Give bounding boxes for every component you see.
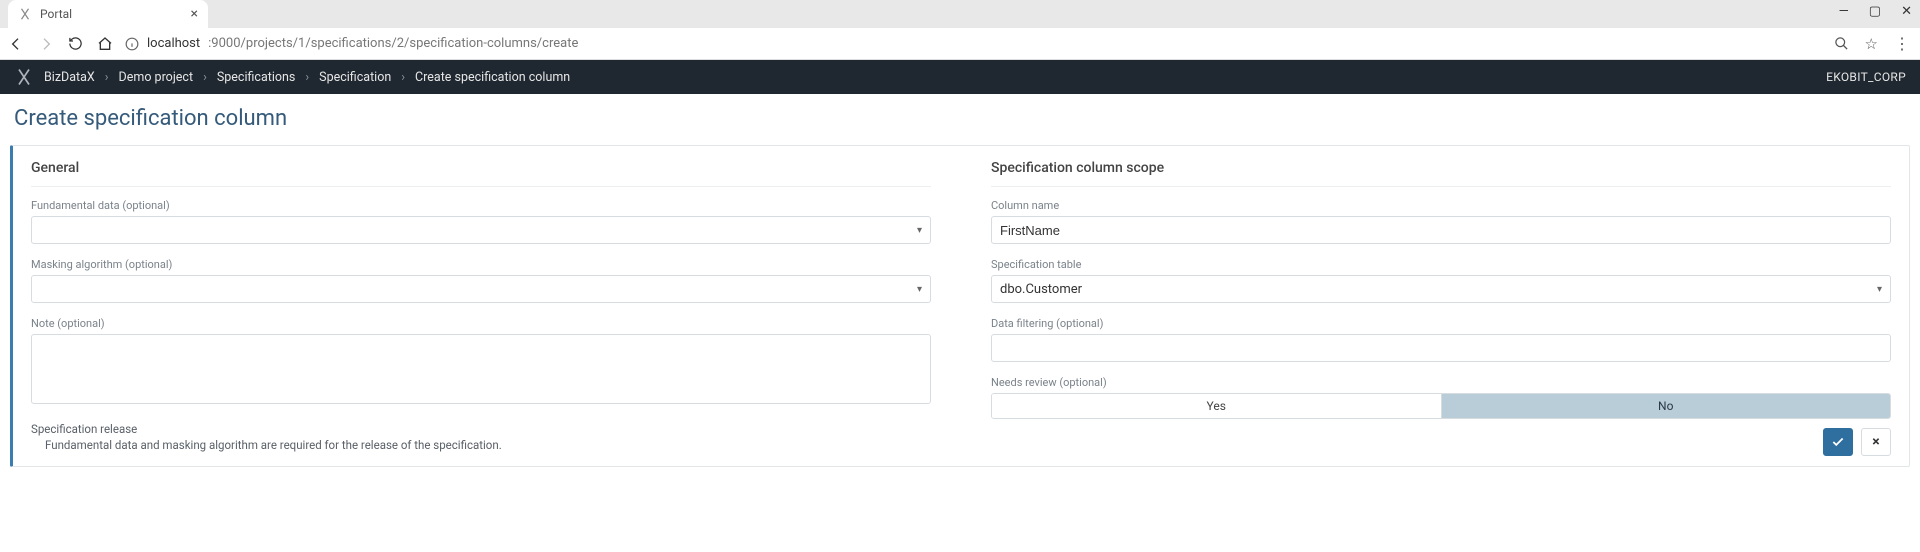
breadcrumb-item[interactable]: Demo project [119, 70, 194, 85]
spec-table-value: dbo.Customer [1000, 282, 1082, 297]
section-title-general: General [31, 160, 931, 176]
spec-table-select[interactable]: dbo.Customer ▾ [991, 275, 1891, 303]
reload-icon[interactable] [68, 36, 83, 51]
home-icon[interactable] [97, 36, 113, 52]
chevron-down-icon: ▾ [1877, 284, 1882, 295]
needs-review-yes[interactable]: Yes [992, 394, 1441, 418]
menu-icon[interactable]: ⋮ [1894, 34, 1910, 53]
note-textarea[interactable] [31, 334, 931, 404]
needs-review-label: Needs review (optional) [991, 376, 1891, 389]
spec-table-label: Specification table [991, 258, 1891, 271]
needs-review-segment: Yes No [991, 393, 1891, 419]
chevron-right-icon: › [305, 70, 309, 85]
app-bar: BizDataX › Demo project › Specifications… [0, 60, 1920, 94]
nav-buttons [8, 36, 113, 52]
column-name-label: Column name [991, 199, 1891, 212]
browser-tab[interactable]: Portal × [8, 0, 208, 28]
divider [991, 186, 1891, 187]
breadcrumb-item[interactable]: Specification [319, 70, 391, 85]
confirm-button[interactable] [1823, 428, 1853, 456]
form-panel: General Fundamental data (optional) ▾ Ma… [10, 145, 1910, 467]
needs-review-no[interactable]: No [1441, 394, 1891, 418]
general-section: General Fundamental data (optional) ▾ Ma… [31, 160, 931, 452]
section-title-scope: Specification column scope [991, 160, 1891, 176]
back-icon[interactable] [8, 36, 24, 52]
fundamental-data-label: Fundamental data (optional) [31, 199, 931, 212]
breadcrumb-brand[interactable]: BizDataX [44, 70, 95, 85]
breadcrumb-item: Create specification column [415, 70, 570, 85]
spec-release-label: Specification release [31, 422, 931, 436]
url-host: localhost [147, 36, 200, 51]
chevron-down-icon: ▾ [917, 225, 922, 236]
note-label: Note (optional) [31, 317, 931, 330]
zoom-icon[interactable] [1834, 36, 1849, 51]
masking-algorithm-select[interactable]: ▾ [31, 275, 931, 303]
masking-algorithm-label: Masking algorithm (optional) [31, 258, 931, 271]
app-logo-icon[interactable] [14, 67, 34, 87]
maximize-icon[interactable]: ▢ [1869, 4, 1881, 19]
breadcrumb-item[interactable]: Specifications [217, 70, 296, 85]
browser-chrome: Portal × — ▢ ✕ localhost :9000/projects/1… [0, 0, 1920, 60]
cancel-button[interactable]: × [1861, 428, 1891, 456]
column-name-input[interactable] [991, 216, 1891, 244]
form-footer: × [1823, 428, 1891, 456]
bookmark-icon[interactable]: ☆ [1865, 35, 1878, 53]
page-content: Create specification column General Fund… [0, 94, 1920, 552]
fundamental-data-select[interactable]: ▾ [31, 216, 931, 244]
tab-favicon-icon [18, 7, 32, 21]
tenant-label[interactable]: EKOBIT_CORP [1826, 70, 1906, 84]
tab-title: Portal [40, 7, 72, 21]
scope-section: Specification column scope Column name S… [991, 160, 1891, 452]
site-info-icon[interactable] [125, 37, 139, 51]
page-title: Create specification column [0, 94, 1920, 145]
data-filtering-label: Data filtering (optional) [991, 317, 1891, 330]
check-icon [1831, 435, 1845, 449]
close-tab-icon[interactable]: × [191, 6, 198, 22]
url-path: :9000/projects/1/specifications/2/specif… [208, 36, 578, 51]
address-bar: localhost :9000/projects/1/specifications… [0, 28, 1920, 60]
window-controls: — ▢ ✕ [1839, 4, 1912, 19]
chevron-right-icon: › [401, 70, 405, 85]
close-window-icon[interactable]: ✕ [1901, 4, 1912, 19]
tab-strip: Portal × — ▢ ✕ [0, 0, 1920, 28]
url-display[interactable]: localhost :9000/projects/1/specifications… [125, 36, 578, 51]
spec-release-help: Fundamental data and masking algorithm a… [31, 438, 931, 452]
chevron-right-icon: › [203, 70, 207, 85]
forward-icon[interactable] [38, 36, 54, 52]
minimize-icon[interactable]: — [1839, 4, 1849, 19]
data-filtering-input[interactable] [991, 334, 1891, 362]
divider [31, 186, 931, 187]
breadcrumb: BizDataX › Demo project › Specifications… [44, 70, 570, 85]
close-icon: × [1872, 434, 1879, 450]
chevron-right-icon: › [105, 70, 109, 85]
chevron-down-icon: ▾ [917, 284, 922, 295]
